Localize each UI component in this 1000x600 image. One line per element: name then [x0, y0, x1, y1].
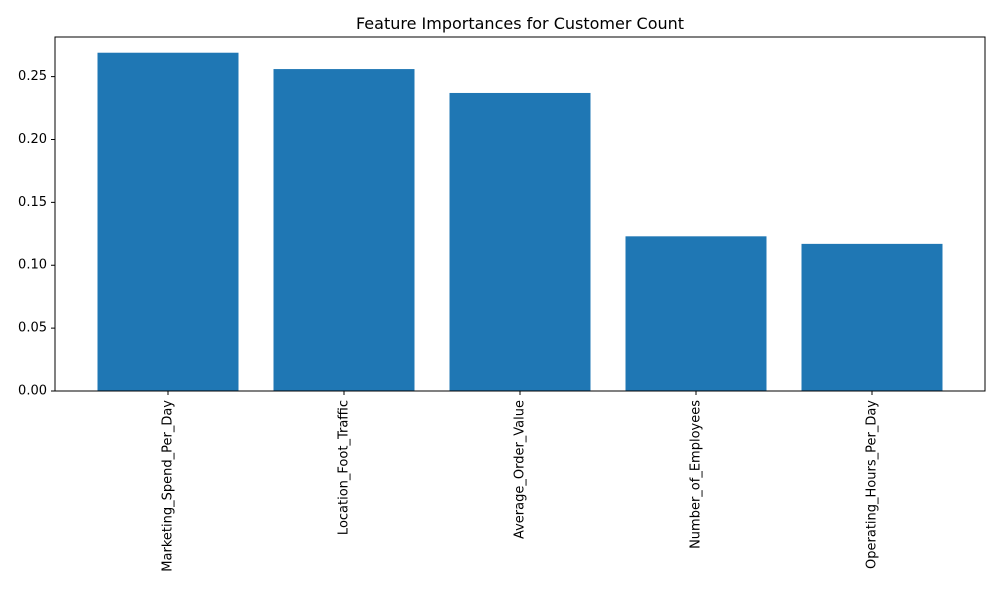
x-tick-label: Location_Foot_Traffic — [337, 400, 352, 535]
bar-marketing-spend-per-day — [97, 52, 239, 391]
y-tick-label: 0.15 — [18, 195, 47, 210]
y-tick-label: 0.20 — [18, 132, 47, 147]
y-tick-label: 0.10 — [18, 258, 47, 273]
y-tick-label: 0.25 — [18, 69, 47, 84]
bar-location-foot-traffic — [273, 69, 415, 391]
y-tick-label: 0.00 — [18, 384, 47, 399]
x-tick-label: Marketing_Spend_Per_Day — [161, 400, 176, 572]
y-tick-label: 0.05 — [18, 321, 47, 336]
y-axis-ticks: 0.00 0.05 0.10 0.15 0.20 0.25 — [18, 69, 55, 399]
x-tick-label: Number_of_Employees — [689, 400, 704, 549]
plot-frame — [54, 36, 986, 392]
x-axis-ticks: Marketing_Spend_Per_Day Location_Foot_Tra… — [161, 391, 880, 572]
bar-operating-hours-per-day — [801, 243, 943, 391]
chart-title: Feature Importances for Customer Count — [356, 14, 684, 33]
bar-number-of-employees — [625, 236, 767, 391]
bar-average-order-value — [449, 92, 591, 392]
bars-group — [97, 52, 943, 392]
x-tick-label: Average_Order_Value — [513, 400, 528, 539]
x-tick-label: Operating_Hours_Per_Day — [865, 400, 880, 569]
